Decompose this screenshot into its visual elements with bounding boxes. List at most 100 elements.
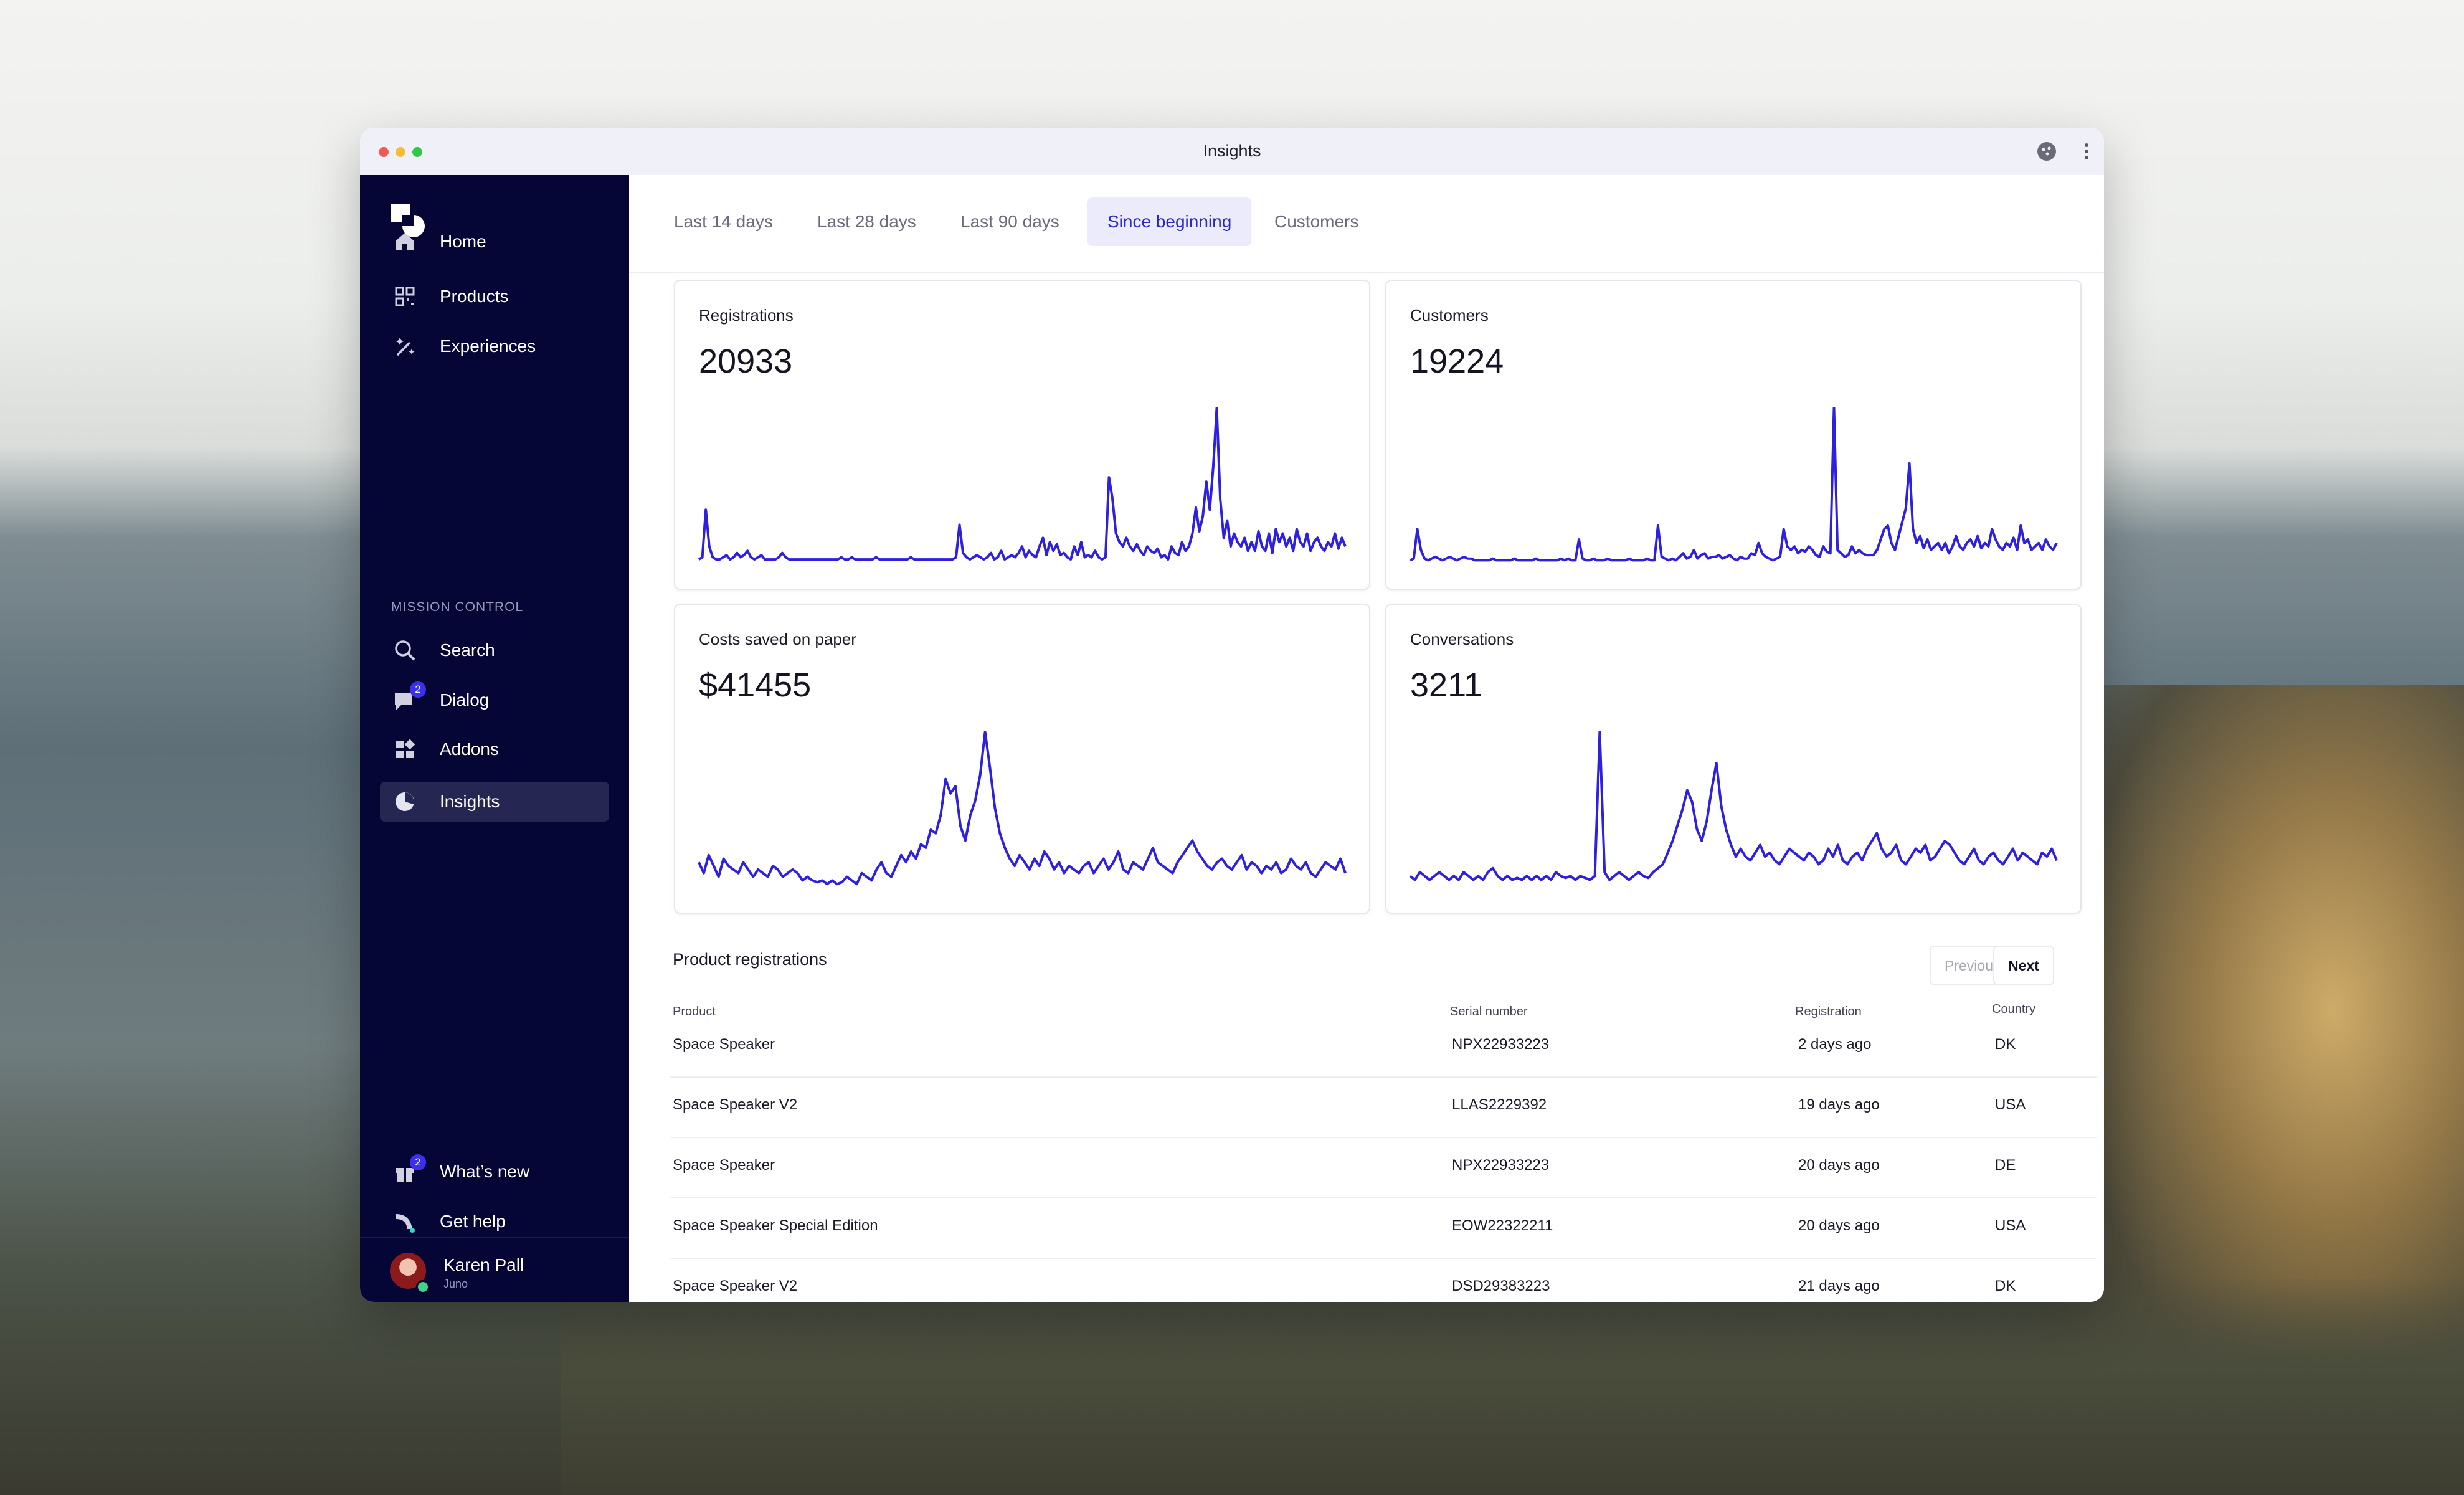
customers-chart — [1410, 407, 2058, 562]
cell-country: DK — [1995, 1036, 2016, 1053]
cell-registration: 20 days ago — [1798, 1157, 1880, 1174]
chat-icon — [395, 693, 412, 710]
sidebar-item-home[interactable]: Home — [380, 222, 609, 262]
cell-country: USA — [1995, 1096, 2026, 1113]
app-logo — [391, 204, 425, 237]
close-window-button[interactable] — [379, 147, 389, 157]
column-header-registration[interactable]: Registration — [1795, 1005, 1862, 1018]
table-row[interactable]: Space Speaker V2 LLAS2229392 19 days ago US… — [670, 1076, 2097, 1138]
tab-customers[interactable]: Customers — [1274, 212, 1359, 231]
cell-country: USA — [1995, 1217, 2026, 1234]
sidebar-item-label: What’s new — [440, 1162, 530, 1181]
cell-registration: 2 days ago — [1798, 1036, 1872, 1053]
gift-icon — [396, 1168, 414, 1182]
cell-serial-number: NPX22933223 — [1452, 1036, 1550, 1053]
maximize-window-button[interactable] — [412, 147, 422, 157]
card-title: Registrations — [699, 306, 794, 325]
sidebar-divider — [360, 1237, 629, 1238]
costs-saved-card: Costs saved on paper $41455 — [674, 604, 1370, 914]
costs-saved-chart — [698, 731, 1347, 886]
registrations-card: Registrations 20933 — [674, 280, 1370, 590]
sidebar-item-label: Get help — [440, 1212, 506, 1231]
app-window: Insights Home Produc — [360, 128, 2104, 1302]
sidebar-item-label: Home — [440, 232, 486, 251]
window-title: Insights — [1203, 141, 1261, 160]
card-title: Conversations — [1410, 630, 1514, 648]
tab-last-28-days[interactable]: Last 28 days — [817, 212, 916, 231]
column-header-serial-number[interactable]: Serial number — [1450, 1005, 1528, 1018]
cell-product: Space Speaker Special Edition — [673, 1217, 878, 1234]
cell-product: Space Speaker V2 — [673, 1278, 798, 1294]
card-value: 3211 — [1410, 667, 1483, 704]
sidebar-item-insights[interactable]: Insights — [380, 782, 609, 822]
cell-product: Space Speaker V2 — [673, 1096, 798, 1113]
more-options-icon[interactable] — [2074, 139, 2099, 164]
home-icon — [396, 233, 414, 250]
minimize-window-button[interactable] — [396, 147, 405, 157]
card-value: 19224 — [1410, 343, 1504, 380]
qr-code-icon — [395, 287, 415, 306]
cell-registration: 20 days ago — [1798, 1217, 1880, 1234]
addons-grid-icon — [396, 739, 415, 758]
cell-country: DE — [1995, 1157, 2016, 1174]
conversations-chart — [1409, 731, 2058, 881]
pie-chart-icon — [396, 792, 414, 811]
cell-registration: 21 days ago — [1798, 1278, 1880, 1294]
online-status-dot — [416, 1280, 430, 1294]
sidebar-item-addons[interactable]: Addons — [380, 729, 609, 769]
table-row[interactable]: Space Speaker V2 DSD29383223 21 days ago DK — [670, 1258, 2097, 1302]
user-name[interactable]: Karen Pall — [443, 1255, 524, 1274]
card-title: Costs saved on paper — [699, 630, 856, 648]
tab-since-beginning[interactable]: Since beginning — [1087, 197, 1252, 246]
cell-country: DK — [1995, 1278, 2016, 1294]
sidebar-item-get-help[interactable]: Get help — [380, 1202, 609, 1241]
title-bar: Insights — [360, 128, 2104, 176]
user-organization: Juno — [443, 1278, 468, 1290]
main-content: Last 14 days Last 28 days Last 90 days S… — [629, 175, 2104, 1302]
sidebar-item-whats-new[interactable]: 2 What’s new — [380, 1152, 609, 1192]
registrations-chart — [698, 407, 1347, 561]
whats-new-badge: 2 — [410, 1154, 426, 1170]
table-row[interactable]: Space Speaker NPX22933223 2 days ago DK — [670, 1016, 2097, 1078]
sidebar-item-label: Experiences — [440, 336, 536, 356]
sidebar-item-label: Addons — [440, 739, 499, 759]
sidebar-item-label: Dialog — [440, 690, 490, 710]
column-header-product[interactable]: Product — [673, 1005, 716, 1018]
cell-registration: 19 days ago — [1798, 1096, 1880, 1113]
table-title: Product registrations — [673, 950, 827, 969]
sidebar-item-dialog[interactable]: 2 Dialog — [380, 680, 609, 720]
search-icon — [395, 640, 415, 661]
chart-line — [698, 731, 1347, 886]
tab-last-90-days[interactable]: Last 90 days — [960, 212, 1059, 231]
chart-line — [1409, 731, 2058, 881]
customers-card: Customers 19224 — [1385, 280, 2082, 590]
cell-serial-number: NPX22933223 — [1452, 1157, 1550, 1174]
chart-line — [1410, 407, 2058, 562]
card-value: 20933 — [699, 343, 793, 380]
cell-product: Space Speaker — [673, 1036, 775, 1053]
column-header-country[interactable]: Country — [1992, 1002, 2036, 1016]
cell-serial-number: LLAS2229392 — [1452, 1096, 1547, 1113]
tab-last-14-days[interactable]: Last 14 days — [674, 212, 773, 231]
sidebar-item-label: Products — [440, 287, 509, 306]
conversations-card: Conversations 3211 — [1385, 604, 2082, 914]
card-value: $41455 — [699, 667, 812, 704]
magic-wand-icon — [396, 338, 415, 356]
date-range-tabs: Last 14 days Last 28 days Last 90 days S… — [629, 175, 2104, 273]
table-row[interactable]: Space Speaker Special Edition EOW22322211… — [670, 1197, 2097, 1259]
sidebar-item-label: Insights — [440, 792, 500, 811]
extension-icon[interactable] — [2034, 139, 2059, 164]
background-rocks — [561, 1277, 2464, 1495]
cell-product: Space Speaker — [673, 1157, 775, 1174]
table-row[interactable]: Space Speaker NPX22933223 20 days ago DE — [670, 1137, 2097, 1198]
next-page-button[interactable]: Next — [1993, 946, 2054, 985]
sidebar: Home Products Experiences MISSION CONTRO… — [360, 175, 629, 1302]
sidebar-item-search[interactable]: Search — [380, 630, 609, 670]
card-title: Customers — [1410, 306, 1489, 325]
chart-line — [698, 407, 1347, 561]
sidebar-item-experiences[interactable]: Experiences — [380, 326, 609, 366]
sidebar-item-label: Search — [440, 640, 495, 660]
help-icon — [396, 1214, 415, 1233]
sidebar-item-products[interactable]: Products — [380, 277, 609, 316]
dialog-badge: 2 — [410, 681, 426, 698]
